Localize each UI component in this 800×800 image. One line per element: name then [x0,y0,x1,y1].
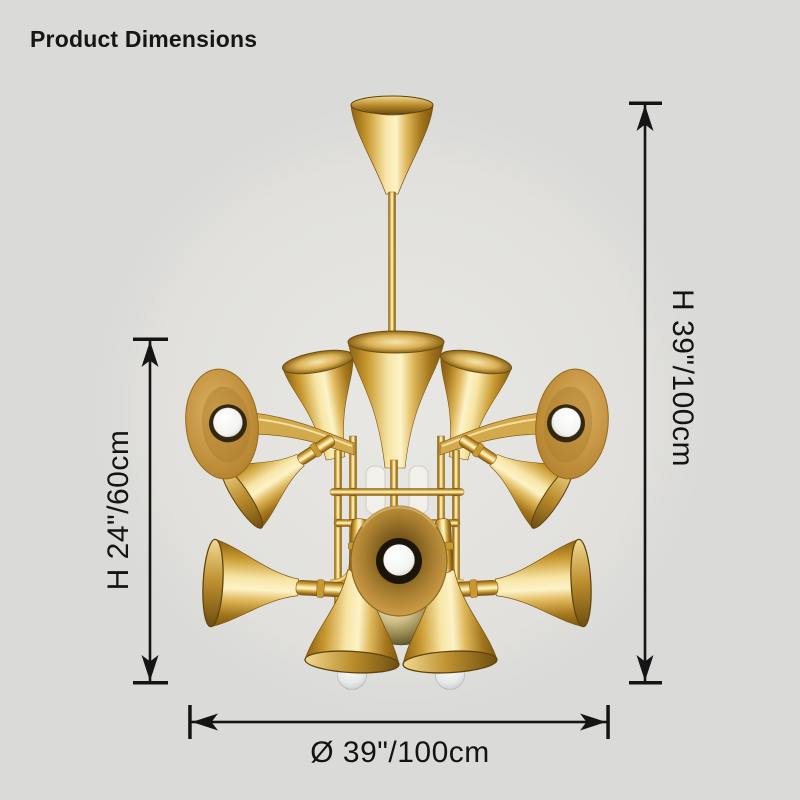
upper-trumpet-center [347,330,445,469]
fixture-height-dimension-arrow [133,337,168,685]
fixture-height-label: H 24"/60cm [102,429,135,591]
front-horn-bulb [383,544,415,576]
hanging-rod [388,191,396,348]
front-horn [350,505,448,617]
dimension-annotations [133,101,662,739]
diameter-dimension-arrow [188,705,610,739]
ceiling-canopy [350,95,434,195]
overall-height-label: H 39"/100cm [666,289,699,467]
overall-height-dimension-arrow [629,101,662,685]
diameter-label: Ø 39"/100cm [310,736,490,769]
page-title: Product Dimensions [30,26,258,52]
